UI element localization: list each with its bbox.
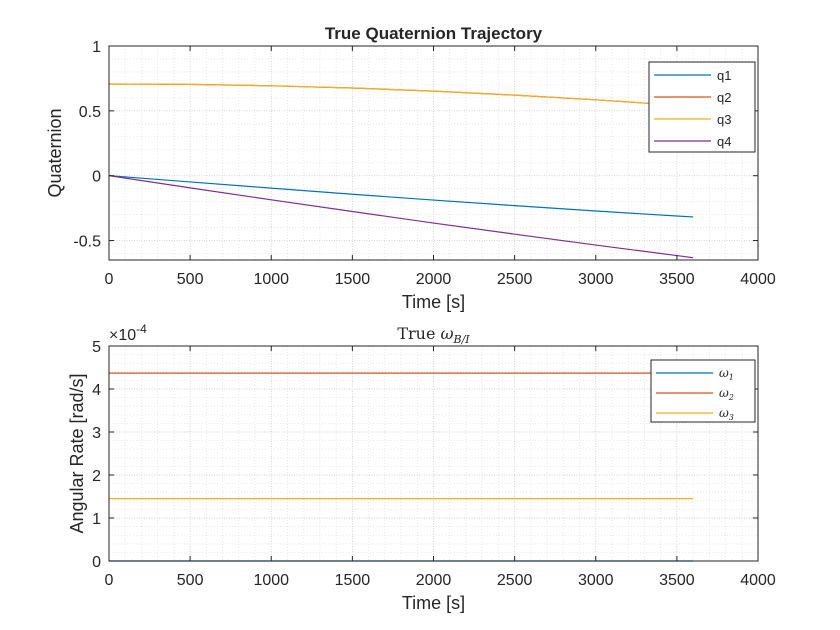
legend-label-q2: q2 [717,90,731,105]
x-tick-label: 2000 [416,271,452,288]
x-tick-label: 1500 [335,271,371,288]
legend-label-omega1: ω1 [719,366,734,382]
y-tick-label: 4 [92,382,101,399]
legend-box [648,61,756,153]
legend-label-q4: q4 [717,134,731,149]
series-line-q1 [108,175,694,218]
y-exponent-base: ×10 [109,327,136,344]
y-tick-label: 1 [92,39,101,56]
chart-title: True Quaternion Trajectory [325,24,543,43]
x-tick-label: 2000 [416,572,452,589]
legend-label-omega2: ω2 [719,386,734,402]
x-tick-label: 3500 [659,271,695,288]
legend-box [650,359,756,423]
y-tick-label: 0.5 [79,104,101,121]
chart-title-subscript: B/I [453,333,471,346]
x-tick-label: 0 [105,572,114,589]
legend-label-symbol: ω [719,406,729,420]
x-axis-label: Time [s] [402,593,465,613]
y-axis-label: Quaternion [45,108,65,197]
y-axis-label: Angular Rate [rad/s] [67,373,87,533]
x-tick-label: 2500 [497,572,533,589]
tick-marks [108,45,759,260]
legend-label-subscript: 2 [728,393,734,402]
x-tick-label: 3500 [659,572,695,589]
x-tick-label: 500 [177,572,204,589]
y-tick-label: 3 [92,425,101,442]
legend-label-q3: q3 [717,112,731,127]
x-tick-label: 500 [177,271,204,288]
series-line-q4 [108,175,694,259]
x-axis-label: Time [s] [402,292,465,312]
x-tick-label: 4000 [740,271,776,288]
y-tick-label: 2 [92,468,101,485]
x-tick-label: 0 [105,271,114,288]
y-exponent-label: ×10-4 [109,322,147,344]
x-tick-label: 1000 [253,271,289,288]
legend: q1 q2 q3 q4 [648,61,756,153]
x-tick-label: 4000 [740,572,776,589]
chart-title-prefix: True [397,324,435,343]
x-tick-label: 3000 [578,572,614,589]
chart-panel-1: 0 500 1000 1500 2000 2500 3000 3500 4000 -0.5 0 0.5… [45,24,776,312]
x-tick-label: 3000 [578,271,614,288]
legend-label-subscript: 3 [729,413,734,422]
legend-label-symbol: ω [719,366,729,380]
legend-label-subscript: 1 [729,373,734,382]
y-tick-label: 0 [92,554,101,571]
y-tick-label: 1 [92,511,101,528]
legend-label-q1: q1 [717,68,731,83]
chart-title-symbol: ω [440,324,453,343]
x-tick-label: 1500 [335,572,371,589]
x-tick-label: 2500 [497,271,533,288]
legend-label-omega3: ω3 [719,406,734,422]
y-tick-label: 5 [92,339,101,356]
y-tick-label: -0.5 [73,234,101,251]
y-tick-label: 0 [92,169,101,186]
legend-label-symbol: ω [719,386,729,400]
x-tick-label: 1000 [253,572,289,589]
chart-title: True ωB/I [397,324,470,346]
chart-panel-2: 0 500 1000 1500 2000 2500 3000 3500 4000 0 1 2 3 4 5 Ti… [67,322,776,613]
y-exponent-power: -4 [136,322,147,336]
